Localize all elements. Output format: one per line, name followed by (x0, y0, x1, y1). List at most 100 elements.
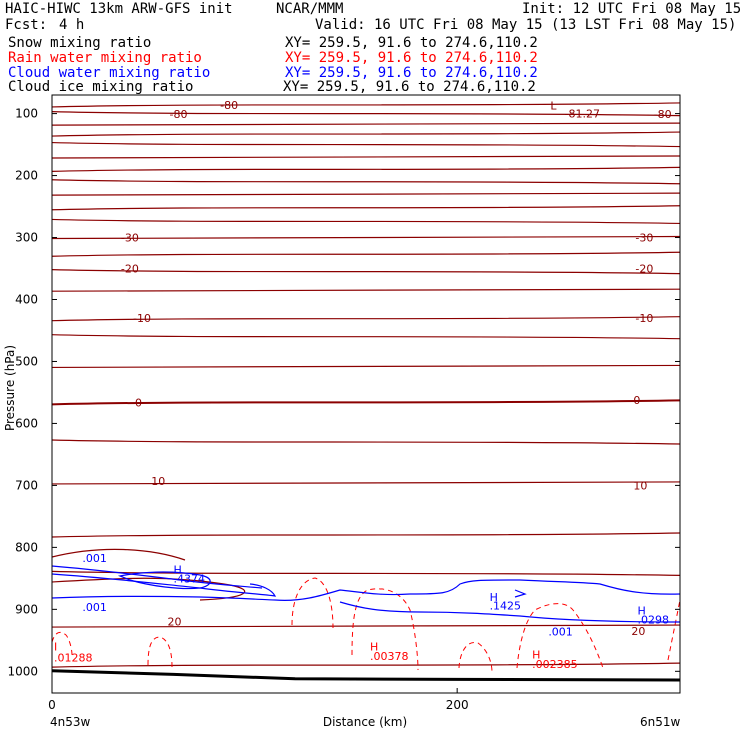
rain-water-label: .002385 (532, 658, 578, 671)
rain-contour (667, 599, 681, 661)
organization-label: NCAR/MMM (276, 1, 344, 17)
field-cloudice-xy: XY= 259.5, 91.6 to 274.6,110.2 (283, 79, 536, 95)
y-axis-title: Pressure (hPa) (3, 345, 17, 431)
rain-water-label: .00378 (370, 650, 409, 663)
cloud-water-label: .001 (548, 626, 573, 639)
rain-contour (516, 603, 604, 669)
temperature-contour (51, 122, 681, 126)
cloud-contour (514, 589, 527, 598)
temperature-contour (51, 439, 681, 445)
cloud-water-label: .001 (82, 601, 107, 614)
cloud-water-label: H (637, 605, 645, 618)
rain-contour (351, 588, 419, 671)
temperature-contour (51, 192, 681, 196)
cloud-contour (51, 573, 277, 597)
temperature-contour (51, 334, 681, 340)
cloud-contour (339, 601, 681, 623)
rain-water-label: .01288 (54, 652, 92, 665)
rain-contour (458, 641, 493, 673)
temperature-contour (51, 155, 681, 159)
temperature-label: -80 (220, 99, 238, 112)
y-tick-label: 900 (15, 602, 38, 616)
rain-water-label: H (370, 641, 378, 654)
temperature-contour (51, 141, 681, 148)
temperature-contour (51, 166, 681, 172)
cloud-contour (51, 595, 276, 601)
y-tick-label: 300 (15, 231, 38, 245)
cloud-contour (117, 571, 211, 590)
temperature-label: -81.27 (565, 108, 600, 121)
temperature-label: 10 (633, 479, 647, 492)
cloud-contour (274, 579, 681, 601)
temperature-contours (51, 102, 681, 682)
temperature-label: -30 (121, 232, 139, 245)
temperature-contour (51, 662, 681, 668)
field-rain-xy: XY= 259.5, 91.6 to 274.6,110.2 (285, 50, 538, 66)
field-cloudwater-xy: XY= 259.5, 91.6 to 274.6,110.2 (285, 65, 538, 81)
temperature-label: 0 (633, 394, 640, 407)
temperature-contour (51, 364, 681, 369)
temperature-contour (51, 102, 681, 108)
temperature-contour (51, 532, 681, 538)
y-tick-label: 500 (15, 354, 38, 368)
temperature-label: 20 (167, 616, 181, 629)
x-tick-label: 0 (48, 698, 56, 712)
temperature-label: -20 (121, 263, 139, 276)
valid-time: Valid: 16 UTC Fri 08 May 15 (13 LST Fri … (315, 17, 737, 33)
left-endpoint-label: 4n53w (50, 715, 91, 729)
terrain-line (51, 669, 681, 682)
y-tick-label: 100 (15, 107, 38, 121)
rain-water-contours (51, 577, 681, 673)
y-tick-label: 200 (15, 169, 38, 183)
cloud-water-label: .1425 (490, 600, 522, 613)
field-cloudice-name: Cloud ice mixing ratio (8, 79, 194, 95)
temperature-label: 10 (151, 475, 165, 488)
field-cloudwater-name: Cloud water mixing ratio (8, 65, 211, 81)
temperature-label: -10 (635, 312, 653, 325)
rain-contour (147, 636, 173, 668)
temperature-contour (51, 481, 681, 485)
temperature-contour (51, 548, 186, 561)
cloud-contour (51, 565, 263, 589)
cloud-water-label: .0298 (637, 613, 669, 626)
temperature-label: -20 (635, 263, 653, 276)
temperature-label: -80 (654, 108, 672, 121)
temperature-contour (51, 316, 681, 322)
temperature-contour (51, 110, 681, 117)
contour-labels: -80 -80 -81.27 L -80 -30 -30 -20 -20 -10 -10 0 0 10 10… (54, 99, 672, 671)
rain-water-label: I (54, 641, 57, 654)
init-time: Init: 12 UTC Fri 08 May 15 (522, 1, 740, 17)
forecast-label: Fcst: (5, 17, 48, 33)
temperature-contour (51, 205, 681, 211)
temperature-label: L (550, 100, 557, 113)
temperature-label: 0 (135, 396, 142, 409)
cloud-water-contours (51, 565, 681, 623)
temperature-contour (51, 288, 681, 292)
y-tick-label: 1000 (7, 664, 38, 678)
field-snow-name: Snow mixing ratio (8, 35, 152, 51)
y-tick-label: 600 (15, 416, 38, 430)
temperature-contour (51, 577, 246, 601)
field-rain-name: Rain water mixing ratio (8, 50, 202, 66)
cloud-water-label: H (174, 564, 182, 577)
rain-contour (51, 631, 73, 656)
temperature-label: -30 (635, 232, 653, 245)
temperature-contour (51, 218, 681, 225)
x-tick-label: 200 (446, 698, 469, 712)
cloud-water-label: .4374 (174, 572, 206, 585)
forecast-hours: 4 h (59, 17, 85, 33)
model-title: HAIC-HIWC 13km ARW-GFS init (5, 1, 233, 17)
temperature-contour (51, 179, 681, 185)
temperature-label: 20 (631, 625, 645, 638)
temperature-contour (51, 251, 681, 257)
rain-contour (291, 577, 334, 629)
plot-frame (51, 94, 681, 694)
temperature-contour (51, 235, 681, 240)
y-tick-label: 800 (15, 540, 38, 554)
x-axis-title: Distance (km) (323, 715, 407, 729)
field-snow-xy: XY= 259.5, 91.6 to 274.6,110.2 (285, 35, 538, 51)
temperature-contour (51, 131, 681, 137)
temperature-contour (51, 399, 681, 406)
